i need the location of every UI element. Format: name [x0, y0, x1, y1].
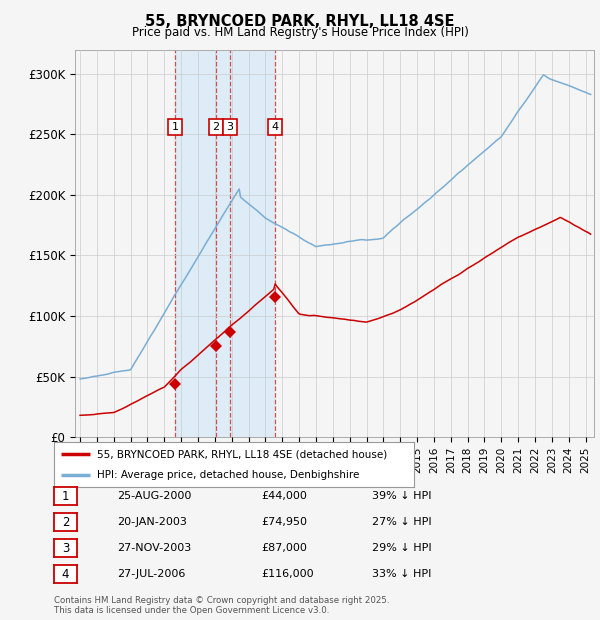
Text: 27% ↓ HPI: 27% ↓ HPI: [372, 517, 431, 527]
Text: £116,000: £116,000: [261, 569, 314, 579]
Text: 20-JAN-2003: 20-JAN-2003: [117, 517, 187, 527]
Text: 1: 1: [62, 490, 69, 502]
Text: £87,000: £87,000: [261, 543, 307, 553]
Text: Price paid vs. HM Land Registry's House Price Index (HPI): Price paid vs. HM Land Registry's House …: [131, 26, 469, 39]
Text: 27-JUL-2006: 27-JUL-2006: [117, 569, 185, 579]
Text: 1: 1: [172, 122, 179, 132]
Text: 39% ↓ HPI: 39% ↓ HPI: [372, 491, 431, 501]
Text: 2: 2: [62, 516, 69, 528]
Text: 4: 4: [271, 122, 278, 132]
Text: HPI: Average price, detached house, Denbighshire: HPI: Average price, detached house, Denb…: [97, 469, 359, 480]
Text: 3: 3: [227, 122, 233, 132]
Text: £74,950: £74,950: [261, 517, 307, 527]
Text: 2: 2: [212, 122, 219, 132]
Text: 55, BRYNCOED PARK, RHYL, LL18 4SE (detached house): 55, BRYNCOED PARK, RHYL, LL18 4SE (detac…: [97, 449, 388, 459]
Text: Contains HM Land Registry data © Crown copyright and database right 2025.
This d: Contains HM Land Registry data © Crown c…: [54, 596, 389, 615]
Text: 27-NOV-2003: 27-NOV-2003: [117, 543, 191, 553]
Text: 29% ↓ HPI: 29% ↓ HPI: [372, 543, 431, 553]
Text: 4: 4: [62, 568, 69, 580]
Text: 33% ↓ HPI: 33% ↓ HPI: [372, 569, 431, 579]
Text: 25-AUG-2000: 25-AUG-2000: [117, 491, 191, 501]
Text: £44,000: £44,000: [261, 491, 307, 501]
Text: 3: 3: [62, 542, 69, 554]
Text: 55, BRYNCOED PARK, RHYL, LL18 4SE: 55, BRYNCOED PARK, RHYL, LL18 4SE: [145, 14, 455, 29]
Bar: [175, 50, 216, 437]
Bar: [216, 50, 275, 437]
